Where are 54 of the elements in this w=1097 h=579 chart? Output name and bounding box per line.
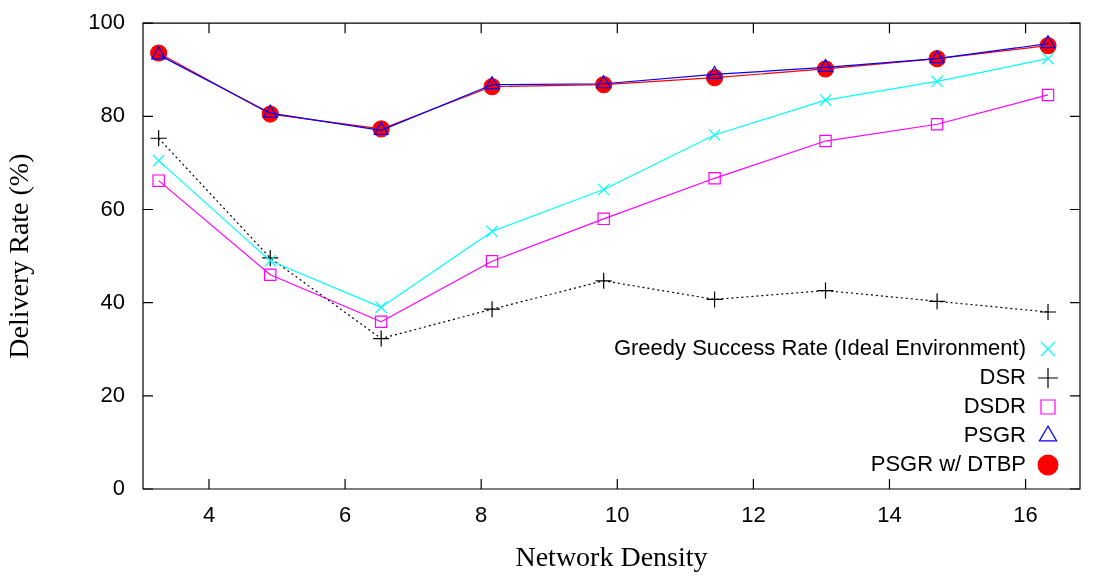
x-tick-label: 10 xyxy=(605,502,630,528)
point xyxy=(261,249,279,267)
point xyxy=(819,93,832,107)
point xyxy=(262,104,278,118)
point xyxy=(152,154,165,167)
x-axis-title: Network Density xyxy=(515,540,708,572)
point xyxy=(597,212,610,226)
point xyxy=(816,281,835,300)
legend-label: Greedy Success Rate (Ideal Environment) xyxy=(613,335,1026,361)
point xyxy=(1039,303,1057,321)
point xyxy=(150,129,168,147)
y-tick-label: 100 xyxy=(88,9,125,35)
point xyxy=(595,272,613,290)
y-tick-label: 80 xyxy=(100,102,125,128)
point xyxy=(372,329,390,348)
point xyxy=(263,268,277,281)
x-tick-label: 8 xyxy=(475,502,488,528)
legend-label: PSGR w/ DTBP xyxy=(870,451,1026,477)
point xyxy=(596,75,612,89)
point xyxy=(707,65,723,80)
point xyxy=(152,174,165,187)
point xyxy=(1041,88,1055,102)
point xyxy=(930,118,944,131)
point xyxy=(819,134,832,148)
y-tick-label: 0 xyxy=(112,475,125,501)
point xyxy=(597,183,610,196)
point xyxy=(705,290,724,309)
y-tick-label: 20 xyxy=(100,381,125,407)
point xyxy=(929,50,945,64)
point xyxy=(928,292,946,310)
y-tick-label: 60 xyxy=(100,195,125,221)
legend-label: DSDR xyxy=(963,393,1026,419)
x-tick-label: 12 xyxy=(741,502,766,528)
point xyxy=(483,300,501,318)
point xyxy=(1041,52,1055,65)
point xyxy=(485,254,499,268)
point xyxy=(374,315,388,329)
point xyxy=(263,254,277,268)
point xyxy=(1040,35,1056,49)
legend-label: DSR xyxy=(979,364,1026,390)
y-axis-title: Delivery Rate (%) xyxy=(3,153,35,359)
x-tick-label: 14 xyxy=(877,502,902,528)
point xyxy=(484,76,500,90)
point xyxy=(708,172,721,185)
point xyxy=(374,301,388,314)
x-tick-label: 6 xyxy=(338,502,352,528)
x-tick-label: 4 xyxy=(202,502,216,528)
point xyxy=(708,128,721,142)
point xyxy=(817,58,834,73)
point xyxy=(485,225,499,238)
point xyxy=(930,75,944,88)
y-tick-label: 40 xyxy=(100,288,125,314)
x-tick-label: 16 xyxy=(1013,502,1038,528)
legend-label: PSGR xyxy=(963,422,1026,448)
